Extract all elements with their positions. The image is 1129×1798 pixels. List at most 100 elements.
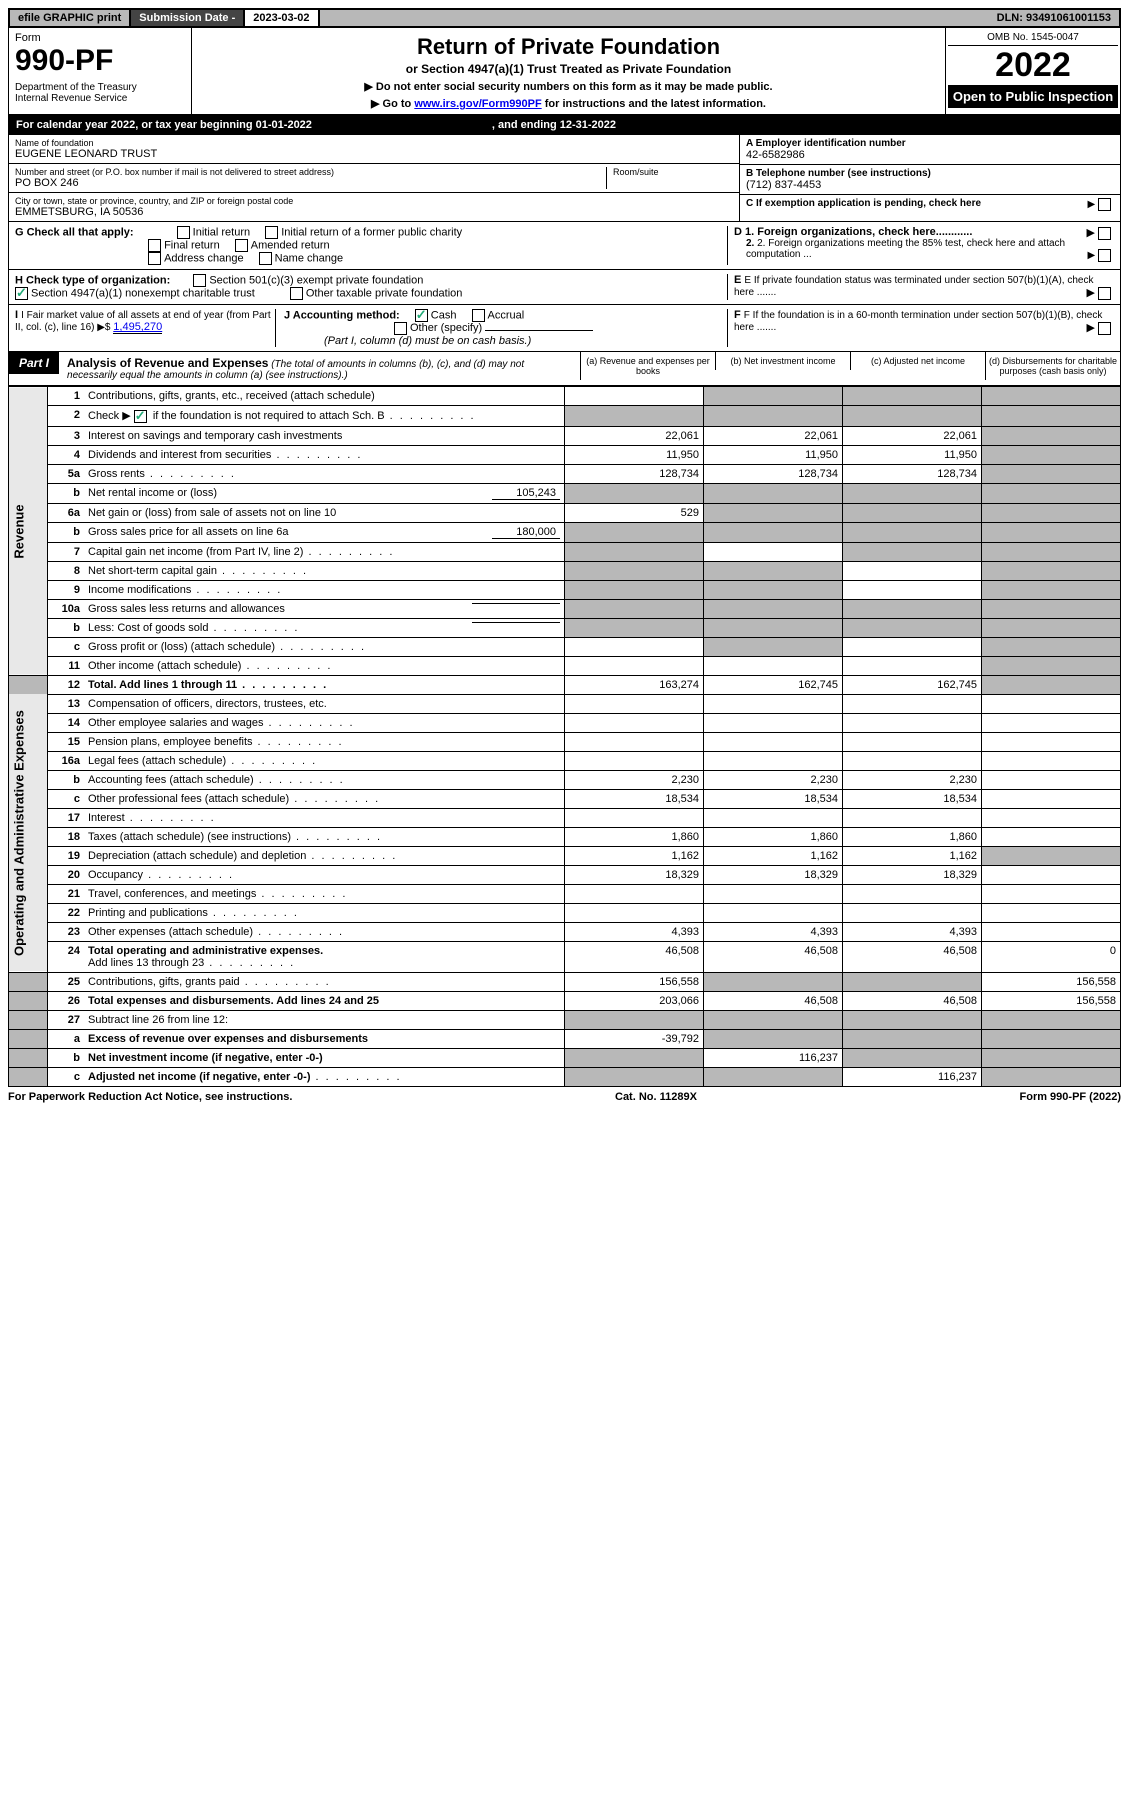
table-row: 15Pension plans, employee benefits <box>9 732 1121 751</box>
part1-header: Part I Analysis of Revenue and Expenses … <box>8 352 1121 386</box>
table-row: 5aGross rents128,734128,734128,734 <box>9 464 1121 483</box>
table-row: 18Taxes (attach schedule) (see instructi… <box>9 827 1121 846</box>
j-other-checkbox[interactable] <box>394 322 407 335</box>
table-row: 23Other expenses (attach schedule)4,3934… <box>9 922 1121 941</box>
g-initial-checkbox[interactable] <box>177 226 190 239</box>
city-cell: City or town, state or province, country… <box>9 193 739 221</box>
form-note2: ▶ Go to www.irs.gov/Form990PF for instru… <box>200 97 937 110</box>
table-row: 14Other employee salaries and wages <box>9 713 1121 732</box>
j-accrual-checkbox[interactable] <box>472 309 485 322</box>
schb-checkbox[interactable] <box>134 410 147 423</box>
submission-label: Submission Date - <box>131 10 245 26</box>
table-row: bLess: Cost of goods sold <box>9 618 1121 637</box>
g-address-checkbox[interactable] <box>148 252 161 265</box>
d1-label: D 1. Foreign organizations, check here..… <box>734 226 972 238</box>
h-other-checkbox[interactable] <box>290 287 303 300</box>
check-section-ij: I I Fair market value of all assets at e… <box>8 305 1121 352</box>
form-note1: ▶ Do not enter social security numbers o… <box>200 80 937 93</box>
dept-line1: Department of the Treasury <box>15 82 185 93</box>
part1-table: Revenue 1 Contributions, gifts, grants, … <box>8 386 1121 1087</box>
table-row: bAccounting fees (attach schedule)2,2302… <box>9 770 1121 789</box>
header-left: Form 990-PF Department of the Treasury I… <box>9 28 192 114</box>
col-c-header: (c) Adjusted net income <box>850 352 985 370</box>
dept-line2: Internal Revenue Service <box>15 93 185 104</box>
header-right: OMB No. 1545-0047 2022 Open to Public In… <box>945 28 1120 114</box>
fmv-value[interactable]: 1,495,270 <box>113 321 162 334</box>
j-cash-checkbox[interactable] <box>415 309 428 322</box>
table-row: 9Income modifications <box>9 580 1121 599</box>
r5b-value: 105,243 <box>492 487 560 500</box>
calendar-year-row: For calendar year 2022, or tax year begi… <box>8 115 1121 135</box>
dln: DLN: 93491061001153 <box>989 10 1119 26</box>
omb-number: OMB No. 1545-0047 <box>948 30 1118 46</box>
table-row: bNet rental income or (loss) 105,243 <box>9 483 1121 503</box>
part1-title: Analysis of Revenue and Expenses (The to… <box>59 352 580 385</box>
table-row: bNet investment income (if negative, ent… <box>9 1048 1121 1067</box>
table-row: 4Dividends and interest from securities1… <box>9 445 1121 464</box>
form-subtitle: or Section 4947(a)(1) Trust Treated as P… <box>200 62 937 76</box>
revenue-side-label: Revenue <box>9 387 48 676</box>
c-cell: C If exemption application is pending, c… <box>740 195 1120 212</box>
f-checkbox[interactable] <box>1098 322 1111 335</box>
col-a-header: (a) Revenue and expenses per books <box>580 352 715 380</box>
j-label: J Accounting method: <box>284 309 400 321</box>
d2-checkbox[interactable] <box>1098 249 1111 262</box>
form-header: Form 990-PF Department of the Treasury I… <box>8 28 1121 115</box>
g-initial-former-checkbox[interactable] <box>265 226 278 239</box>
table-row: 26Total expenses and disbursements. Add … <box>9 991 1121 1010</box>
table-row: 21Travel, conferences, and meetings <box>9 884 1121 903</box>
e-label: E If private foundation status was termi… <box>734 275 1093 298</box>
table-row: 16aLegal fees (attach schedule) <box>9 751 1121 770</box>
table-row: 12Total. Add lines 1 through 11163,27416… <box>9 675 1121 694</box>
g-amended-checkbox[interactable] <box>235 239 248 252</box>
table-row: 8Net short-term capital gain <box>9 561 1121 580</box>
g-name-checkbox[interactable] <box>259 252 272 265</box>
h-501c3-checkbox[interactable] <box>193 274 206 287</box>
e-checkbox[interactable] <box>1098 287 1111 300</box>
table-row: 11Other income (attach schedule) <box>9 656 1121 675</box>
form-word: Form <box>15 32 185 44</box>
table-row: 3Interest on savings and temporary cash … <box>9 426 1121 445</box>
open-to-public: Open to Public Inspection <box>948 85 1118 108</box>
calendar-end: , and ending 12-31-2022 <box>492 119 616 131</box>
d1-checkbox[interactable] <box>1098 227 1111 240</box>
expenses-side-label: Operating and Administrative Expenses <box>9 694 48 972</box>
address-cell: Number and street (or P.O. box number if… <box>9 164 739 193</box>
check-section-h: H Check type of organization: Section 50… <box>8 270 1121 305</box>
table-row: cGross profit or (loss) (attach schedule… <box>9 637 1121 656</box>
calendar-begin: For calendar year 2022, or tax year begi… <box>16 119 312 131</box>
g-label: G Check all that apply: <box>15 226 134 238</box>
table-row: 10aGross sales less returns and allowanc… <box>9 599 1121 618</box>
col-b-header: (b) Net investment income <box>715 352 850 370</box>
footer-center: Cat. No. 11289X <box>615 1091 697 1103</box>
phone-cell: B Telephone number (see instructions) (7… <box>740 165 1120 195</box>
efile-label[interactable]: efile GRAPHIC print <box>10 10 131 26</box>
foundation-name: EUGENE LEONARD TRUST <box>15 148 733 160</box>
city-state-zip: EMMETSBURG, IA 50536 <box>15 206 733 218</box>
h-label: H Check type of organization: <box>15 274 170 286</box>
j-note: (Part I, column (d) must be on cash basi… <box>324 335 531 347</box>
table-row: 19Depreciation (attach schedule) and dep… <box>9 846 1121 865</box>
header-center: Return of Private Foundation or Section … <box>192 28 945 114</box>
entity-info: Name of foundation EUGENE LEONARD TRUST … <box>8 135 1121 222</box>
check-section-g: G Check all that apply: Initial return I… <box>8 222 1121 270</box>
g-final-checkbox[interactable] <box>148 239 161 252</box>
table-row: aExcess of revenue over expenses and dis… <box>9 1029 1121 1048</box>
table-row: bGross sales price for all assets on lin… <box>9 522 1121 542</box>
c-checkbox[interactable] <box>1098 198 1111 211</box>
part1-label: Part I <box>9 352 59 374</box>
col-d-header: (d) Disbursements for charitable purpose… <box>985 352 1120 380</box>
entity-right: A Employer identification number 42-6582… <box>739 135 1120 221</box>
table-row: cOther professional fees (attach schedul… <box>9 789 1121 808</box>
table-row: 2 Check ▶ if the foundation is not requi… <box>9 406 1121 427</box>
table-row: 27Subtract line 26 from line 12: <box>9 1010 1121 1029</box>
form-title: Return of Private Foundation <box>200 34 937 60</box>
footer-left: For Paperwork Reduction Act Notice, see … <box>8 1091 292 1103</box>
f-label: F If the foundation is in a 60-month ter… <box>734 310 1102 333</box>
table-row: Operating and Administrative Expenses 13… <box>9 694 1121 713</box>
h-4947-checkbox[interactable] <box>15 287 28 300</box>
table-row: Revenue 1 Contributions, gifts, grants, … <box>9 387 1121 406</box>
table-row: 7Capital gain net income (from Part IV, … <box>9 542 1121 561</box>
instructions-link[interactable]: www.irs.gov/Form990PF <box>414 98 541 110</box>
submission-date: 2023-03-02 <box>245 10 319 26</box>
